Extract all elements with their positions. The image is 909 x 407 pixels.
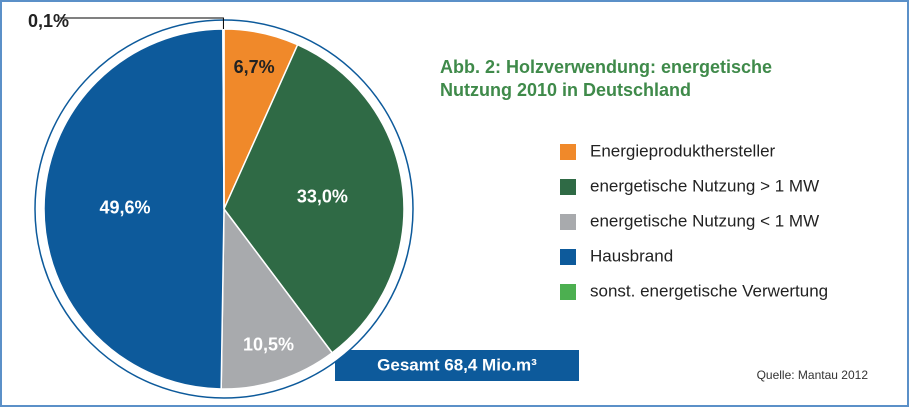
legend-swatch bbox=[560, 179, 576, 195]
legend-swatch bbox=[560, 214, 576, 230]
data-label: 0,1% bbox=[28, 11, 69, 31]
pie-slice bbox=[220, 206, 334, 390]
chart-title: Abb. 2: Holzverwendung: energetische Nutz… bbox=[440, 57, 772, 100]
pie-slice bbox=[43, 28, 225, 390]
pie-slice bbox=[223, 43, 405, 354]
legend-swatch bbox=[560, 249, 576, 265]
legend-label: Hausbrand bbox=[590, 246, 673, 265]
total-label: Gesamt 68,4 Mio.m³ bbox=[377, 355, 537, 374]
data-label: 10,5% bbox=[243, 335, 294, 355]
data-label: 6,7% bbox=[234, 57, 275, 77]
leader-line bbox=[60, 17, 224, 30]
data-label: 33,0% bbox=[297, 187, 348, 207]
legend-label: energetische Nutzung > 1 MW bbox=[590, 176, 819, 195]
source: Quelle: Mantau 2012 bbox=[757, 368, 869, 382]
legend-swatch bbox=[560, 284, 576, 300]
pie-slice bbox=[222, 28, 225, 210]
legend-label: energetische Nutzung < 1 MW bbox=[590, 211, 819, 230]
legend-label: sonst. energetische Verwertung bbox=[590, 281, 828, 300]
total-box bbox=[335, 350, 579, 381]
data-label: 49,6% bbox=[99, 197, 150, 217]
legend-label: Energieprodukthersteller bbox=[590, 141, 776, 160]
legend-swatch bbox=[560, 144, 576, 160]
